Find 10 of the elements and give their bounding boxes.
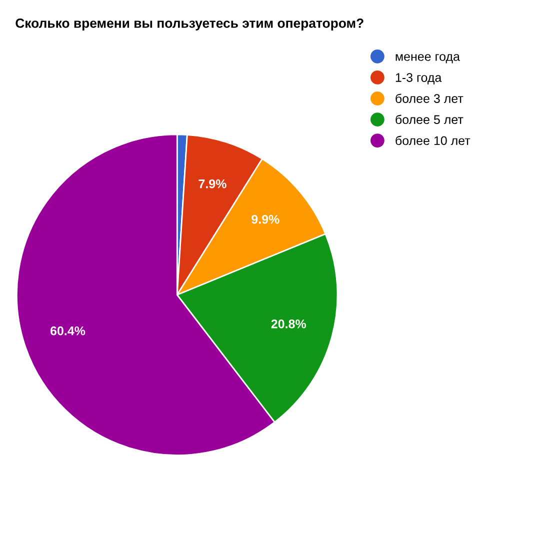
chart-title: Сколько времени вы пользуетесь этим оператором? — [16, 18, 364, 30]
legend-label: более 5 лет — [396, 114, 464, 124]
data-label: 9.9% — [252, 214, 280, 224]
data-label: 20.8% — [271, 319, 306, 328]
legend-label: 1-3 года — [396, 73, 442, 84]
legend-label: более 10 лет — [396, 136, 470, 146]
legend-label: менее года — [396, 54, 460, 64]
data-label: 7.9% — [198, 179, 226, 188]
legend-label: более 3 лет — [396, 94, 464, 103]
data-label: 60.4% — [50, 326, 86, 336]
